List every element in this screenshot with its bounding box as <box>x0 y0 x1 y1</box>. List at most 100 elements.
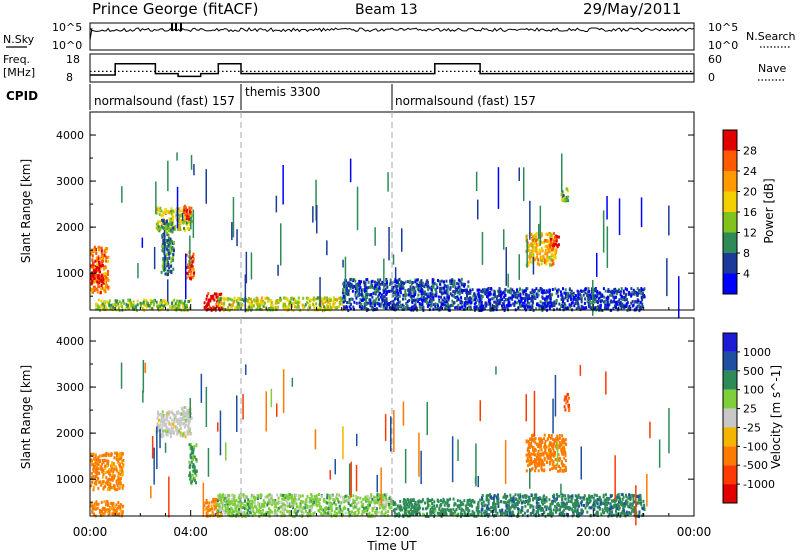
heatmap-cell <box>404 280 407 284</box>
heatmap-cell <box>369 304 372 308</box>
heatmap-cell <box>171 218 174 222</box>
heatmap-cell <box>323 305 326 309</box>
heatmap-cell <box>158 418 160 422</box>
heatmap-cell <box>373 505 376 509</box>
heatmap-cell <box>333 510 336 514</box>
heatmap-cell <box>381 501 384 505</box>
heatmap-cell <box>93 276 96 280</box>
heatmap-cell <box>106 273 109 276</box>
heatmap-cell <box>355 505 358 509</box>
heatmap-cell <box>172 216 174 220</box>
heatmap-cell <box>529 291 532 295</box>
heatmap-cell <box>392 294 395 298</box>
heatmap-cell <box>495 297 498 301</box>
heatmap-cell <box>405 303 408 307</box>
heatmap-cell <box>102 473 105 476</box>
heatmap-cell <box>263 502 265 506</box>
heatmap-cell <box>315 297 318 301</box>
heatmap-cell <box>333 498 336 502</box>
heatmap-cell <box>100 248 103 252</box>
heatmap-cell <box>553 235 556 239</box>
heatmap-cell <box>386 302 389 306</box>
power-colorbar-swatch <box>723 150 737 171</box>
heatmap-cell <box>250 495 253 499</box>
heatmap-cell <box>445 300 448 304</box>
heatmap-cell <box>399 287 402 291</box>
heatmap-cell <box>404 288 407 292</box>
heatmap-streak <box>526 239 528 268</box>
heatmap-cell <box>552 244 555 247</box>
heatmap-cell <box>158 212 161 216</box>
heatmap-cell <box>105 454 108 458</box>
heatmap-cell <box>113 306 116 310</box>
heatmap-cell <box>107 463 110 467</box>
heatmap-cell <box>122 459 125 462</box>
heatmap-cell <box>117 501 120 504</box>
heatmap-cell <box>179 228 182 232</box>
heatmap-cell <box>95 302 98 306</box>
heatmap-cell <box>334 298 337 301</box>
heatmap-cell <box>426 497 429 501</box>
heatmap-cell <box>115 482 118 486</box>
heatmap-cell <box>387 501 390 505</box>
heatmap-cell <box>104 466 107 470</box>
heatmap-cell <box>338 305 340 309</box>
heatmap-cell <box>583 301 586 305</box>
heatmap-cell <box>461 513 464 516</box>
heatmap-cell <box>269 299 272 303</box>
heatmap-cell <box>167 227 170 231</box>
heatmap-cell <box>270 495 273 499</box>
heatmap-cell <box>282 502 285 506</box>
heatmap-cell <box>248 503 251 507</box>
heatmap-cell <box>594 289 597 293</box>
heatmap-cell <box>191 465 194 469</box>
heatmap-cell <box>115 451 118 455</box>
heatmap-cell <box>378 293 380 297</box>
heatmap-cell <box>397 504 399 508</box>
heatmap-cell <box>536 303 539 306</box>
heatmap-cell <box>208 501 211 505</box>
heatmap-cell <box>162 299 165 303</box>
noise-left-tick-top: 10^5 <box>52 21 82 34</box>
heatmap-cell <box>552 258 555 262</box>
heatmap-cell <box>184 435 187 439</box>
heatmap-cell <box>532 247 534 251</box>
heatmap-cell <box>607 289 610 293</box>
heatmap-cell <box>407 288 410 292</box>
heatmap-cell <box>358 281 361 285</box>
heatmap-cell <box>638 306 641 310</box>
heatmap-cell <box>347 289 350 293</box>
heatmap-cell <box>612 306 615 310</box>
heatmap-cell <box>524 299 526 303</box>
heatmap-cell <box>478 510 481 514</box>
heatmap-cell <box>534 256 537 260</box>
heatmap-cell <box>107 260 110 263</box>
heatmap-cell <box>235 499 238 502</box>
heatmap-cell <box>306 301 308 305</box>
heatmap-cell <box>312 297 315 301</box>
heatmap-cell <box>354 290 357 294</box>
heatmap-cell <box>546 302 549 306</box>
heatmap-cell <box>358 287 361 291</box>
heatmap-cell <box>271 499 274 502</box>
heatmap-cell <box>163 222 166 226</box>
heatmap-cell <box>630 287 633 291</box>
heatmap-cell <box>577 295 580 299</box>
heatmap-cell <box>456 282 459 286</box>
heatmap-cell <box>100 465 103 469</box>
heatmap-cell <box>328 297 331 301</box>
heatmap-cell <box>496 295 499 299</box>
heatmap-cell <box>375 281 378 285</box>
heatmap-cell <box>522 297 525 300</box>
heatmap-cell <box>338 504 341 508</box>
heatmap-cell <box>449 285 452 289</box>
heatmap-cell <box>259 495 262 499</box>
heatmap-cell <box>615 289 618 293</box>
heatmap-cell <box>222 509 225 513</box>
heatmap-cell <box>122 504 125 508</box>
heatmap-cell <box>431 501 434 505</box>
heatmap-cell <box>90 287 93 291</box>
heatmap-cell <box>378 499 380 502</box>
heatmap-cell <box>367 286 369 290</box>
